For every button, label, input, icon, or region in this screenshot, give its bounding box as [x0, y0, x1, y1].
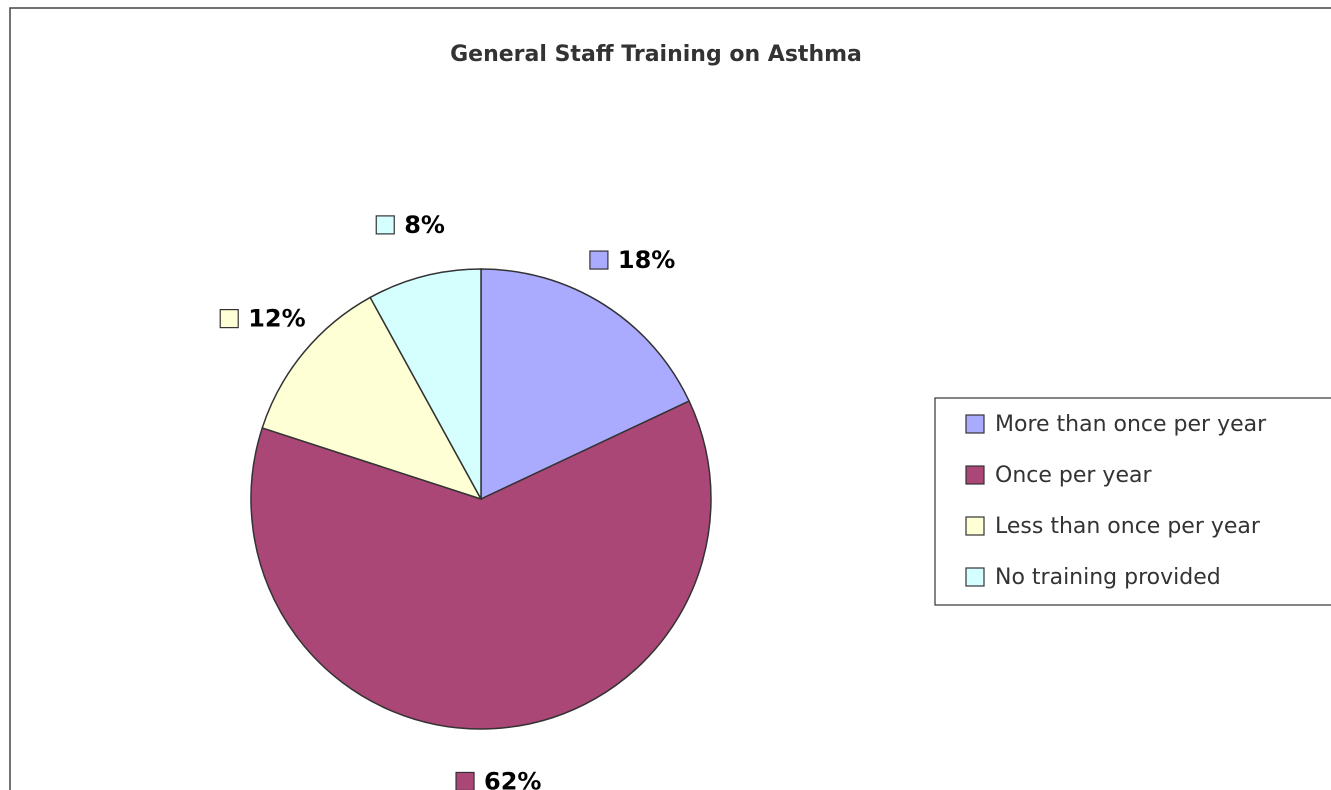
pie-slice: [369, 268, 482, 500]
data-label-swatch: [219, 309, 239, 329]
pie-slice: [480, 268, 691, 501]
data-label-text: 12%: [248, 305, 305, 333]
data-label-text: 8%: [404, 211, 445, 239]
data-label-swatch: [455, 771, 475, 790]
legend-label: More than once per year: [995, 412, 1267, 437]
pie-slice: [250, 400, 712, 730]
data-label: 8%: [375, 211, 445, 239]
data-label: 62%: [455, 767, 541, 790]
data-label-swatch: [589, 250, 609, 270]
legend-label: No training provided: [995, 565, 1221, 590]
legend-swatch: [965, 465, 985, 485]
legend-label: Once per year: [995, 463, 1152, 488]
pie-slice: [261, 296, 483, 501]
legend-box: [934, 397, 1331, 606]
legend-swatch: [965, 516, 985, 536]
chart-title: General Staff Training on Asthma: [450, 42, 862, 67]
data-label-swatch: [375, 215, 395, 235]
legend-swatch: [965, 567, 985, 587]
legend-label: Less than once per year: [995, 514, 1261, 539]
data-label: 12%: [219, 305, 306, 333]
data-label-text: 18%: [618, 246, 675, 274]
data-label-text: 62%: [484, 767, 541, 790]
legend-swatch: [965, 414, 985, 434]
data-label: 18%: [589, 246, 675, 274]
